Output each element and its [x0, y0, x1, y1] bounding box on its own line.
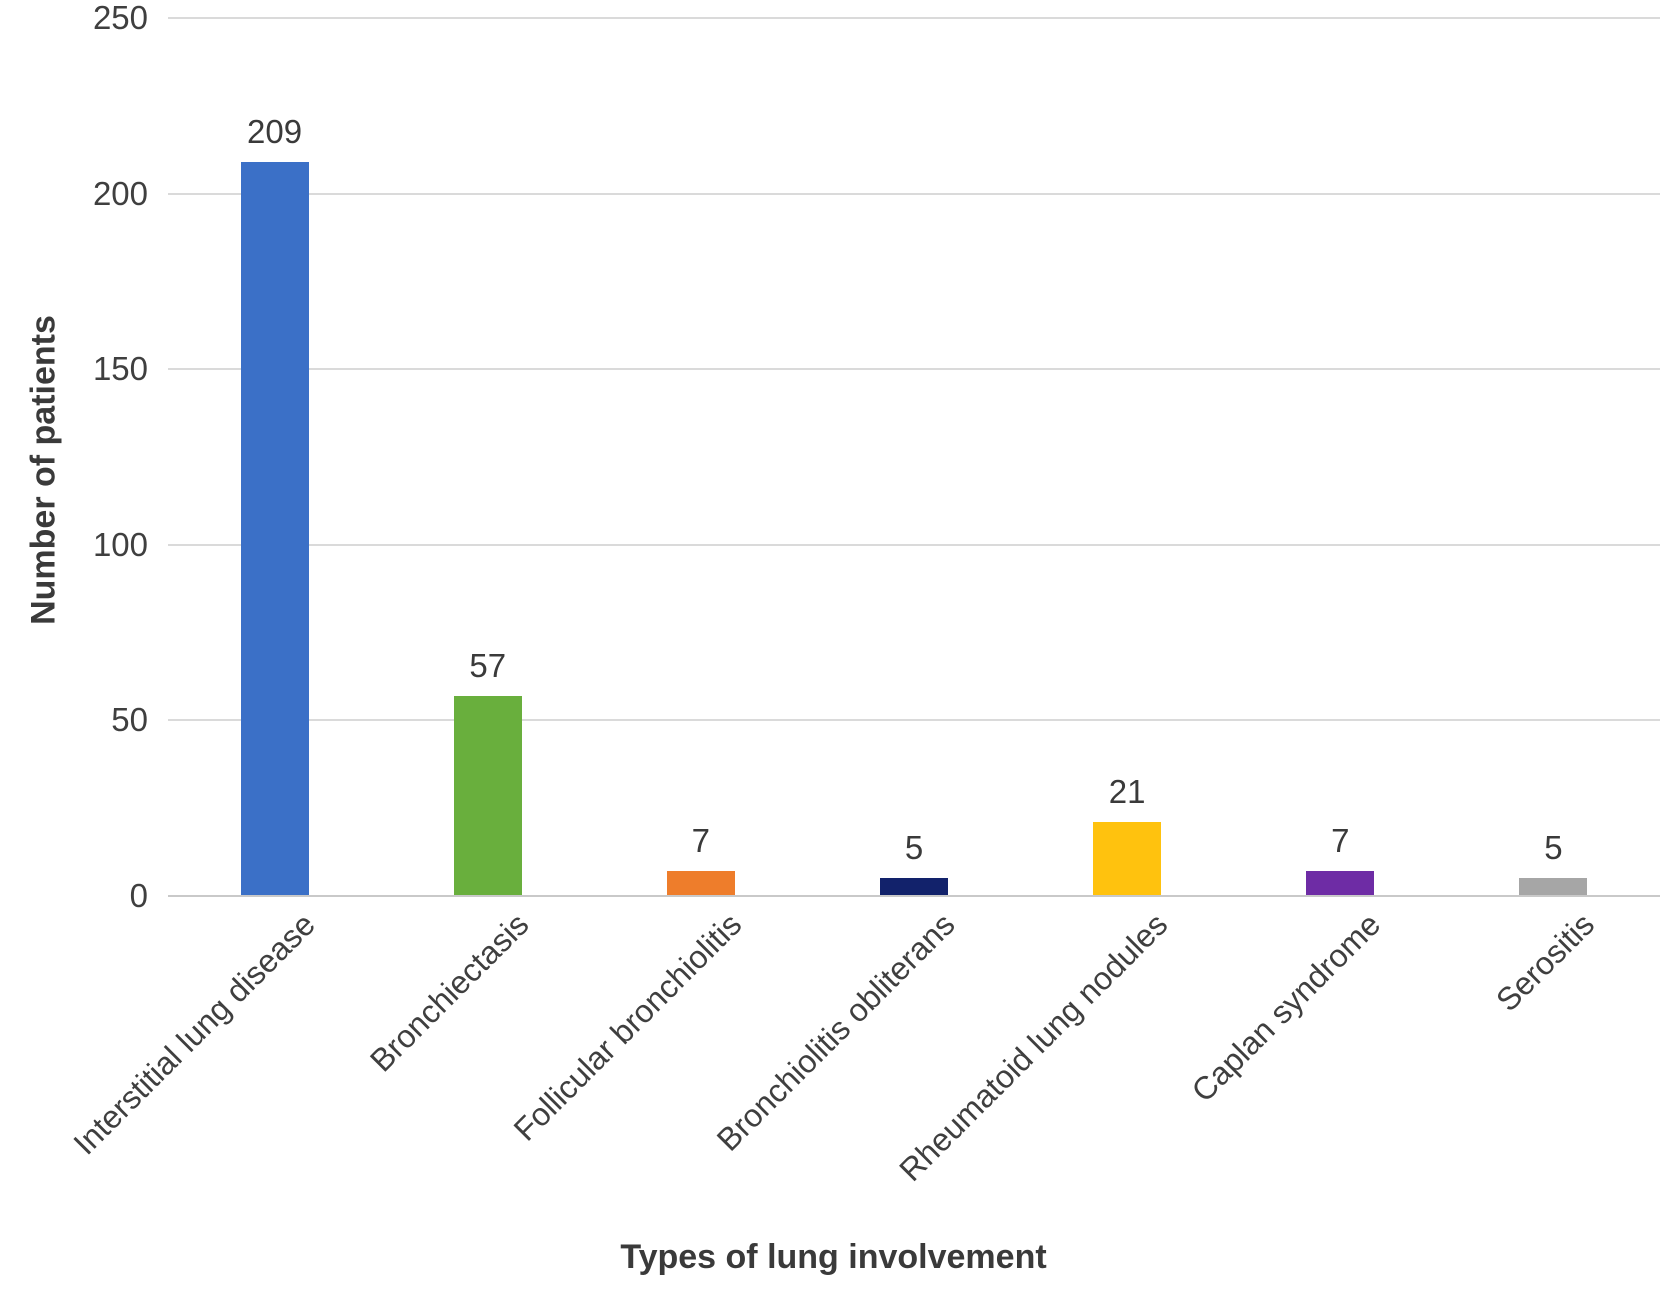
bar: [1093, 822, 1162, 896]
gridline: [168, 192, 1660, 195]
gridline: [168, 368, 1660, 371]
x-category-label: Bronchiectasis: [362, 906, 536, 1079]
value-label: 7: [1331, 822, 1350, 860]
gridline: [168, 543, 1660, 546]
x-category-label: Bronchiolitis obliterans: [709, 906, 962, 1158]
gridline: [168, 719, 1660, 722]
value-label: 57: [469, 646, 507, 684]
y-tick-label: 150: [92, 350, 148, 388]
gridline: [168, 17, 1660, 19]
y-tick-label: 50: [111, 701, 148, 739]
y-tick-label: 0: [129, 877, 148, 914]
x-axis-line: [168, 895, 1660, 897]
bar: [1306, 871, 1375, 896]
x-category-label: Serositis: [1488, 906, 1601, 1019]
bar: [666, 871, 735, 896]
x-category-label: Follicular bronchiolitis: [506, 906, 749, 1148]
bar: [453, 695, 522, 896]
value-label: 5: [1544, 829, 1563, 867]
plot-area: 209 Interstitial lung disease 57 Bronchiect…: [66, 17, 1660, 1188]
value-label: 7: [691, 822, 711, 860]
value-label: 209: [247, 112, 303, 150]
bar: [240, 162, 309, 896]
x-category-label: Caplan syndrome: [1184, 906, 1388, 1109]
x-category-label: Interstitial lung disease: [66, 906, 323, 1162]
y-tick-label: 250: [92, 0, 148, 36]
y-tick-label: 200: [92, 174, 148, 212]
x-axis-title: Types of lung involvement: [620, 1238, 1047, 1276]
y-tick-label: 100: [92, 525, 148, 563]
value-label: 5: [904, 829, 924, 867]
value-label: 21: [1108, 773, 1146, 811]
bar: [1519, 878, 1588, 896]
bar: [880, 878, 948, 896]
